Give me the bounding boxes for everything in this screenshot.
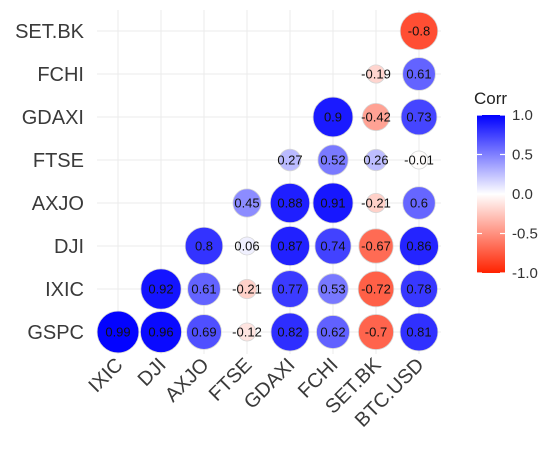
cell-value-fchi-ftse: 0.52: [320, 153, 345, 168]
cell-circle-set-bk-dji: [358, 228, 394, 264]
legend-tick-label: 1.0: [512, 107, 533, 124]
cell-value-gdaxi-gspc: 0.82: [277, 325, 302, 340]
cell-circle-fchi-gdaxi: [312, 96, 354, 138]
cell-circle-ftse-dji: [237, 236, 257, 256]
cell-circle-gdaxi-dji: [270, 226, 310, 266]
cell-value-btc-usd-axjo: 0.6: [410, 196, 428, 211]
cell-circle-axjo-ixic: [187, 272, 221, 306]
cell-circle-btc-usd-axjo: [402, 186, 436, 220]
cell-circle-fchi-ixic: [317, 273, 349, 305]
cell-circle-dji-gspc: [140, 311, 182, 353]
x-label-dji: DJI: [134, 354, 171, 391]
cell-circle-dji-ixic: [140, 268, 182, 310]
cell-circle-fchi-dji: [314, 227, 352, 265]
cell-value-ftse-ixic: -0.21: [232, 282, 262, 297]
cell-value-btc-usd-ftse: -0.01: [404, 153, 434, 168]
cell-circle-ftse-ixic: [236, 278, 258, 300]
cell-circle-btc-usd-ftse: [409, 150, 429, 170]
cell-circle-btc-usd-fchi: [402, 57, 436, 91]
cell-value-btc-usd-dji: 0.86: [406, 239, 431, 254]
legend-tick-label: -0.5: [512, 226, 538, 243]
cell-circle-axjo-dji: [184, 226, 224, 266]
cell-circle-set-bk-axjo: [365, 192, 387, 214]
cell-value-axjo-ixic: 0.61: [191, 282, 216, 297]
legend-tick-label: -1.0: [512, 265, 538, 282]
cell-value-btc-usd-gspc: 0.81: [406, 325, 431, 340]
y-label-ixic: IXIC: [45, 279, 84, 301]
cell-circle-btc-usd-gdaxi: [400, 98, 438, 136]
cell-circle-set-bk-gdaxi: [361, 102, 391, 132]
cell-circle-btc-usd-ixic: [400, 270, 438, 308]
cell-circle-set-bk-ixic: [357, 270, 395, 308]
cell-value-btc-usd-ixic: 0.78: [406, 282, 431, 297]
cell-value-gdaxi-axjo: 0.88: [277, 196, 302, 211]
cell-circle-gdaxi-axjo: [269, 182, 311, 224]
cell-circle-btc-usd-dji: [399, 226, 439, 266]
cell-value-gdaxi-dji: 0.87: [277, 239, 302, 254]
cell-circle-ftse-axjo: [232, 188, 262, 218]
cell-value-btc-usd-gdaxi: 0.73: [406, 110, 431, 125]
cell-value-set-bk-ftse: 0.26: [363, 153, 388, 168]
cell-value-dji-ixic: 0.92: [148, 282, 173, 297]
legend-ticks: 1.0 0.5 0.0 -0.5 -1.0: [477, 107, 538, 282]
correlation-cells: -0.8 -0.19 0.61 0.9 -0.42 0.73 0.27 0.52 0.26 -0.…: [96, 11, 439, 354]
cell-circle-gdaxi-gspc: [270, 312, 310, 352]
cell-value-fchi-axjo: 0.91: [320, 196, 345, 211]
cell-value-ftse-dji: 0.06: [234, 239, 259, 254]
cell-value-axjo-gspc: 0.69: [191, 325, 216, 340]
x-label-axjo: AXJO: [161, 354, 214, 407]
y-label-set-bk: SET.BK: [15, 21, 85, 43]
cell-value-set-bk-dji: -0.67: [361, 239, 391, 254]
cell-value-gdaxi-ixic: 0.77: [277, 282, 302, 297]
cell-value-set-bk-ixic: -0.72: [361, 282, 391, 297]
cell-value-gdaxi-ftse: 0.27: [277, 153, 302, 168]
legend-tick-label: 0.5: [512, 147, 533, 164]
cell-value-fchi-gspc: 0.62: [320, 325, 345, 340]
cell-value-set-bk-fchi: -0.19: [361, 67, 391, 82]
cell-circle-set-bk-ftse: [364, 148, 388, 172]
legend: Corr 1.0 0.5 0.0 -0.5 -1.0: [474, 89, 538, 282]
cell-value-set-bk-gspc: -0.7: [365, 325, 387, 340]
cell-value-set-bk-axjo: -0.21: [361, 196, 391, 211]
cell-value-ixic-gspc: 0.99: [105, 325, 130, 340]
cell-circle-ftse-gspc: [237, 322, 257, 342]
cell-circle-btc-usd-set-bk: [399, 11, 439, 51]
cell-value-btc-usd-fchi: 0.61: [406, 67, 431, 82]
cell-circle-btc-usd-gspc: [399, 312, 439, 352]
cell-value-ftse-axjo: 0.45: [234, 196, 259, 211]
cell-value-set-bk-gdaxi: -0.42: [361, 110, 391, 125]
cell-circle-fchi-gspc: [316, 315, 350, 349]
cell-value-fchi-ixic: 0.53: [320, 282, 345, 297]
cell-circle-fchi-axjo: [312, 182, 354, 224]
legend-title: Corr: [474, 89, 507, 108]
cell-circle-axjo-gspc: [186, 314, 222, 350]
cell-circle-ixic-gspc: [96, 310, 140, 354]
cell-value-ftse-gspc: -0.12: [232, 325, 262, 340]
cell-value-btc-usd-set-bk: -0.8: [408, 24, 430, 39]
cell-circle-fchi-ftse: [317, 144, 349, 176]
cell-value-dji-gspc: 0.96: [148, 325, 173, 340]
y-label-axjo: AXJO: [32, 193, 84, 215]
cell-value-fchi-gdaxi: 0.9: [324, 110, 342, 125]
cell-circle-set-bk-fchi: [366, 64, 386, 84]
cell-circle-set-bk-gspc: [358, 314, 394, 350]
cell-value-axjo-dji: 0.8: [195, 239, 213, 254]
legend-tick-label: 0.0: [512, 186, 533, 203]
cell-value-fchi-dji: 0.74: [320, 239, 345, 254]
x-label-ixic: IXIC: [84, 354, 127, 397]
cell-circle-gdaxi-ixic: [271, 270, 309, 308]
y-label-fchi: FCHI: [37, 64, 84, 86]
y-label-dji: DJI: [54, 236, 84, 258]
y-axis-labels: SET.BK FCHI GDAXI FTSE AXJO DJI IXIC GSPC: [15, 21, 85, 344]
cell-circle-gdaxi-ftse: [278, 148, 302, 172]
y-label-gdaxi: GDAXI: [22, 107, 84, 129]
y-label-gspc: GSPC: [27, 322, 84, 344]
y-label-ftse: FTSE: [33, 150, 84, 172]
